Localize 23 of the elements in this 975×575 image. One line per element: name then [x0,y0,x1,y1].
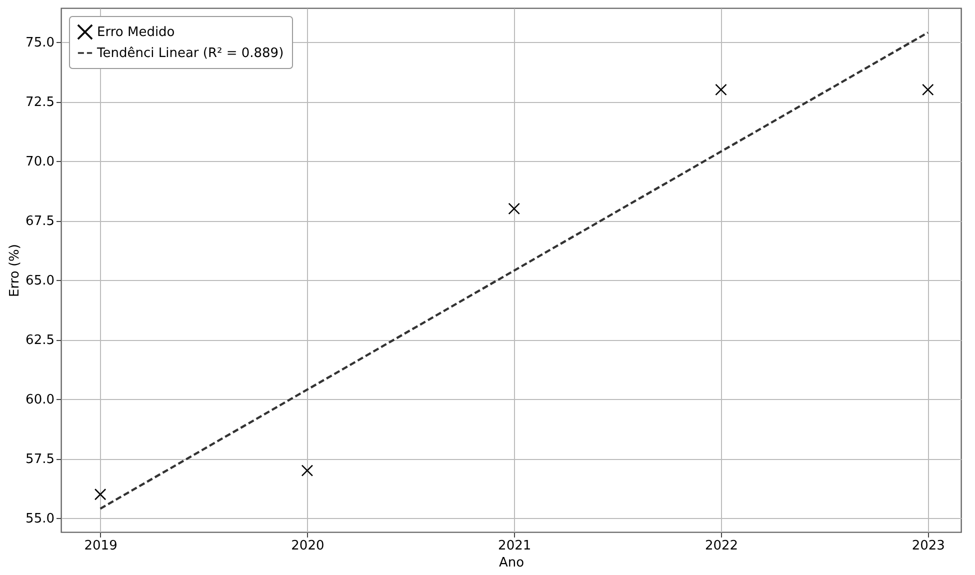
x-tick-label: 2021 [498,538,532,554]
y-axis-title: Erro (%) [8,244,23,297]
y-tick-label: 70.0 [26,154,54,170]
x-axis-title: Ano [498,556,524,570]
point [922,84,934,96]
point [301,464,314,476]
point [508,202,520,215]
x-tick-label: 2022 [704,538,738,554]
y-tick-label: 65.0 [26,274,54,289]
y-tick-label: 75.0 [26,36,54,51]
y-tick-label: 72.5 [26,95,54,110]
point [94,488,106,500]
legend-label: Erro Medido [97,25,175,40]
y-tick-label: 67.5 [26,214,54,230]
y-tick-label: 62.5 [26,333,54,348]
x-tick-label: 2020 [291,538,324,554]
x-tick-label: 2019 [84,538,118,554]
y-tick-label: 55.0 [26,512,54,527]
y-tick-label: 57.5 [26,452,54,468]
y-tick-label: 60.0 [26,392,54,408]
legend-label: Tendênci Linear (R² = 0.889) [96,46,284,61]
point [715,84,727,96]
x-tick-label: 2023 [912,538,945,554]
